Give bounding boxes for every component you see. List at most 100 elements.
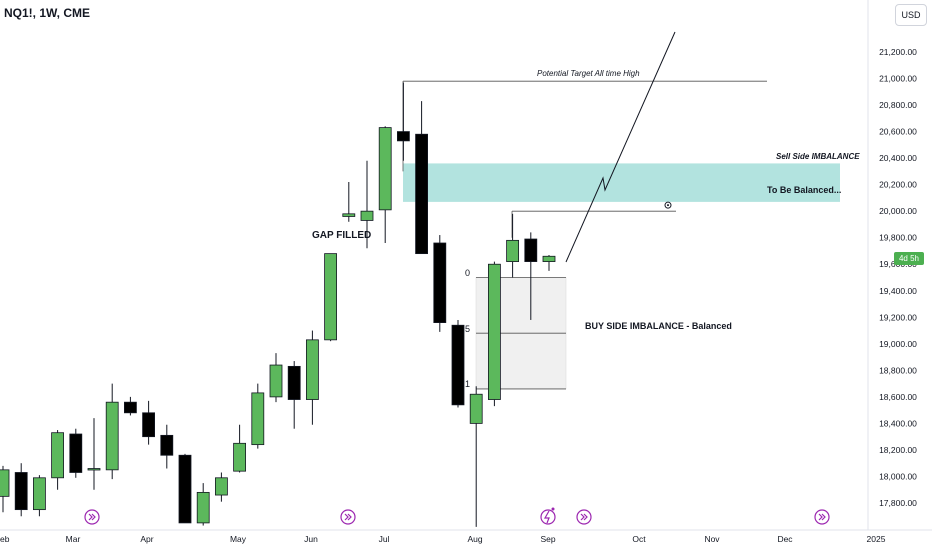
double-chevron-glyph: [344, 513, 352, 521]
candle[interactable]: [214, 472, 228, 502]
candle[interactable]: [378, 126, 392, 244]
candle-body-up: [506, 239, 520, 262]
candle-body-up: [33, 477, 46, 511]
candle[interactable]: [305, 330, 319, 425]
x-tick-label: 2025: [867, 534, 886, 544]
x-tick-label: Aug: [467, 534, 482, 544]
candle[interactable]: [69, 428, 83, 478]
candle[interactable]: [178, 453, 192, 524]
y-tick-label: 20,000.00: [879, 206, 917, 216]
candle-body-up: [51, 432, 64, 479]
y-tick-label: 21,000.00: [879, 74, 917, 84]
candle[interactable]: [324, 253, 338, 342]
candle[interactable]: [251, 383, 265, 449]
candle[interactable]: [451, 319, 465, 408]
projection-path-line[interactable]: [565, 31, 676, 263]
y-tick-label: 19,200.00: [879, 312, 917, 322]
forward-event-icon[interactable]: [576, 509, 592, 525]
candle-body-up: [214, 477, 228, 496]
dividend-event-icon[interactable]: [540, 507, 556, 525]
candle[interactable]: [14, 463, 28, 517]
candle-body-up: [360, 210, 374, 221]
candle[interactable]: [33, 475, 46, 517]
x-tick-label: Apr: [140, 534, 153, 544]
x-tick-label: Jun: [304, 534, 318, 544]
candle-body-down: [14, 472, 28, 511]
candle[interactable]: [51, 430, 64, 490]
candle-body-up: [324, 253, 338, 341]
candle[interactable]: [433, 235, 447, 332]
candle[interactable]: [524, 232, 538, 320]
x-tick-label: Dec: [777, 534, 793, 544]
y-tick-label: 20,400.00: [879, 153, 917, 163]
candle-body-down: [124, 401, 137, 414]
candle[interactable]: [196, 483, 210, 526]
candle-body-down: [69, 433, 83, 473]
candle-body-down: [433, 242, 447, 323]
candle[interactable]: [542, 254, 556, 271]
candle[interactable]: [487, 261, 501, 407]
sell-imbalance-annotation[interactable]: Sell Side IMBALANCE: [776, 152, 860, 161]
sell-imbalance-zone[interactable]: [403, 163, 840, 202]
candle-body-up: [378, 127, 392, 211]
lightning-glyph: [543, 510, 550, 524]
y-tick-label: 19,000.00: [879, 339, 917, 349]
candle-body-down: [142, 412, 156, 438]
candle[interactable]: [506, 213, 520, 278]
currency-button[interactable]: USD: [895, 4, 927, 26]
fib-level-label: 5: [465, 324, 471, 334]
alert-marker-dot: [667, 204, 669, 207]
candle[interactable]: [396, 82, 410, 161]
symbol-title[interactable]: NQ1!, 1W, CME: [4, 6, 91, 20]
candle[interactable]: [0, 465, 10, 513]
candle[interactable]: [160, 424, 174, 469]
candle[interactable]: [142, 400, 156, 445]
candle[interactable]: [233, 424, 247, 473]
x-tick-label: Mar: [66, 534, 81, 544]
price-axis-background: [868, 0, 932, 550]
forward-event-icon[interactable]: [84, 509, 100, 525]
fib-level-label: 0: [465, 268, 471, 278]
candle-body-up: [487, 263, 501, 400]
candle[interactable]: [105, 383, 119, 480]
candle[interactable]: [87, 418, 101, 490]
y-tick-label: 19,800.00: [879, 233, 917, 243]
x-tick-label: Sep: [540, 534, 555, 544]
candle-body-down: [287, 365, 301, 400]
event-badge-dot: [551, 507, 555, 511]
candle-body-up: [233, 442, 247, 472]
buy-imbalance-annotation[interactable]: BUY SIDE IMBALANCE - Balanced: [585, 321, 732, 331]
x-tick-label: Oct: [632, 534, 646, 544]
candle-body-down: [396, 131, 410, 142]
double-chevron-glyph: [88, 513, 96, 521]
to-be-balanced-annotation[interactable]: To Be Balanced...: [767, 185, 842, 195]
candle[interactable]: [269, 353, 283, 403]
candle[interactable]: [469, 386, 483, 527]
y-tick-label: 18,600.00: [879, 392, 917, 402]
x-tick-label: eb: [0, 534, 10, 544]
candle-body-up: [251, 392, 265, 446]
y-tick-label: 19,400.00: [879, 286, 917, 296]
y-tick-label: 18,000.00: [879, 471, 917, 481]
candle-body-down: [524, 238, 538, 262]
candle[interactable]: [360, 160, 374, 249]
candle-body-up: [305, 339, 319, 400]
fib-level-label: 1: [465, 379, 471, 389]
candle[interactable]: [415, 101, 429, 255]
candle[interactable]: [287, 361, 301, 429]
candle-body-up: [342, 213, 356, 217]
candle-body-up: [469, 393, 483, 424]
y-tick-label: 18,200.00: [879, 445, 917, 455]
candle-body-down: [178, 454, 192, 524]
x-tick-label: Nov: [704, 534, 720, 544]
candle[interactable]: [124, 396, 137, 416]
ath-annotation[interactable]: Potential Target All time High: [537, 69, 640, 78]
forward-event-icon[interactable]: [340, 509, 356, 525]
forward-event-icon[interactable]: [814, 509, 830, 525]
x-tick-label: Jul: [379, 534, 390, 544]
y-tick-label: 18,800.00: [879, 365, 917, 375]
gap-filled-annotation[interactable]: GAP FILLED: [312, 230, 372, 241]
event-icon-ring: [540, 509, 556, 525]
candle[interactable]: [342, 181, 356, 222]
alert-marker-icon[interactable]: [664, 201, 672, 209]
